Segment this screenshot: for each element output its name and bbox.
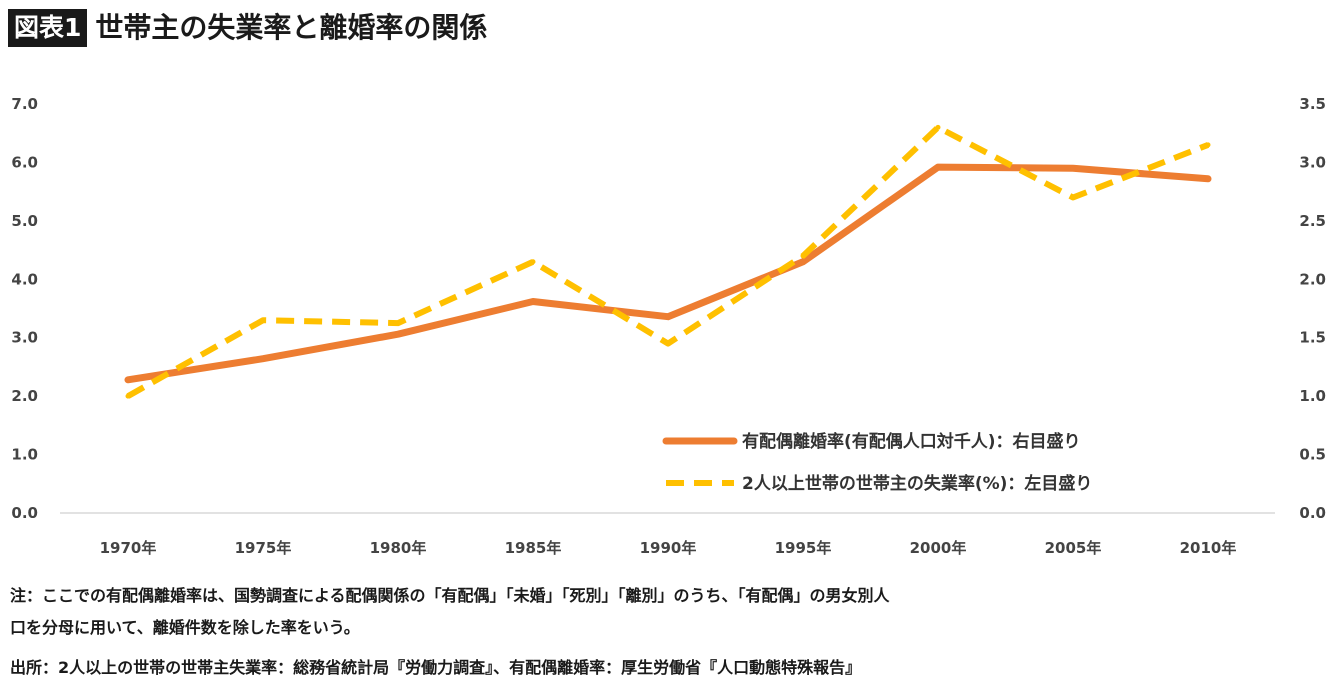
y-right-tick-label: 1.5 xyxy=(1299,329,1326,347)
legend-label: 2人以上世帯の世帯主の失業率(%)：左目盛り xyxy=(742,473,1092,494)
y-right-tick-label: 0.0 xyxy=(1299,504,1326,522)
x-tick-label: 2000年 xyxy=(910,539,967,557)
y-left-tick-label: 7.0 xyxy=(11,95,38,113)
note-line-1: 注：ここでの有配偶離婚率は、国勢調査による配偶関係の「有配偶」「未婚」「死別」「… xyxy=(10,586,890,605)
y-left-tick-label: 0.0 xyxy=(11,504,38,522)
chart-lines xyxy=(124,124,1212,399)
data-point xyxy=(1070,194,1076,200)
source-line: 出所：2人以上の世帯の世帯主失業率：総務省統計局『労働力調査』、有配偶離婚率：厚… xyxy=(10,658,862,677)
legend-label: 有配偶離婚率(有配偶人口対千人)：右目盛り xyxy=(742,431,1081,452)
data-point xyxy=(1205,142,1211,148)
chart-canvas: 0.0 1.0 2.0 3.0 4.0 5.0 6.0 7.0 0.0 0.5 1.0 1.5 2.0 2… xyxy=(11,95,1326,557)
y-right-tick-label: 0.5 xyxy=(1299,446,1326,464)
data-point xyxy=(1205,176,1211,182)
y-left-tick-label: 5.0 xyxy=(11,212,38,230)
data-point xyxy=(530,259,536,265)
x-tick-label: 1980年 xyxy=(370,539,427,557)
data-point xyxy=(260,356,266,362)
x-tick-label: 2010年 xyxy=(1180,539,1237,557)
chart-title: 世帯主の失業率と離婚率の関係 xyxy=(95,11,488,44)
data-point xyxy=(395,320,401,326)
data-point xyxy=(935,164,941,170)
chart-axes: 0.0 1.0 2.0 3.0 4.0 5.0 6.0 7.0 0.0 0.5 1.0 1.5 2.0 2… xyxy=(11,95,1326,557)
y-right-tick-label: 2.5 xyxy=(1299,212,1326,230)
y-left-tick-label: 2.0 xyxy=(11,387,38,405)
x-tick-label: 1975年 xyxy=(235,539,292,557)
y-right-tick-label: 3.5 xyxy=(1299,95,1326,113)
data-point xyxy=(1070,165,1076,171)
y-left-tick-label: 6.0 xyxy=(11,153,38,171)
chart-title-row: 図表1 世帯主の失業率と離婚率の関係 xyxy=(8,8,487,48)
x-tick-label: 1970年 xyxy=(100,539,157,557)
y-right-tick-label: 3.0 xyxy=(1299,153,1326,171)
x-tick-label: 1995年 xyxy=(775,539,832,557)
x-tick-label: 1985年 xyxy=(505,539,562,557)
y-left-tick-label: 1.0 xyxy=(11,446,38,464)
data-point xyxy=(395,331,401,337)
data-point xyxy=(125,393,131,399)
data-point xyxy=(800,259,806,265)
y-left-tick-label: 4.0 xyxy=(11,270,38,288)
data-point xyxy=(935,124,941,130)
data-point xyxy=(530,298,536,304)
data-point xyxy=(665,341,671,347)
x-tick-label: 2005年 xyxy=(1045,539,1102,557)
data-point xyxy=(800,253,806,259)
data-point xyxy=(665,314,671,320)
y-right-tick-label: 1.0 xyxy=(1299,387,1326,405)
note-line-2: 口を分母に用いて、離婚件数を除した率をいう。 xyxy=(10,618,360,637)
divorce-rate-line xyxy=(124,163,1212,384)
figure-badge: 図表1 xyxy=(8,9,88,47)
y-right-tick-label: 2.0 xyxy=(1299,270,1326,288)
chart-legend: 有配偶離婚率(有配偶人口対千人)：右目盛り 2人以上世帯の世帯主の失業率(%)：左… xyxy=(662,431,1092,494)
data-point xyxy=(125,377,131,383)
x-tick-label: 1990年 xyxy=(640,539,697,557)
y-left-tick-label: 3.0 xyxy=(11,329,38,347)
data-point xyxy=(260,317,266,323)
